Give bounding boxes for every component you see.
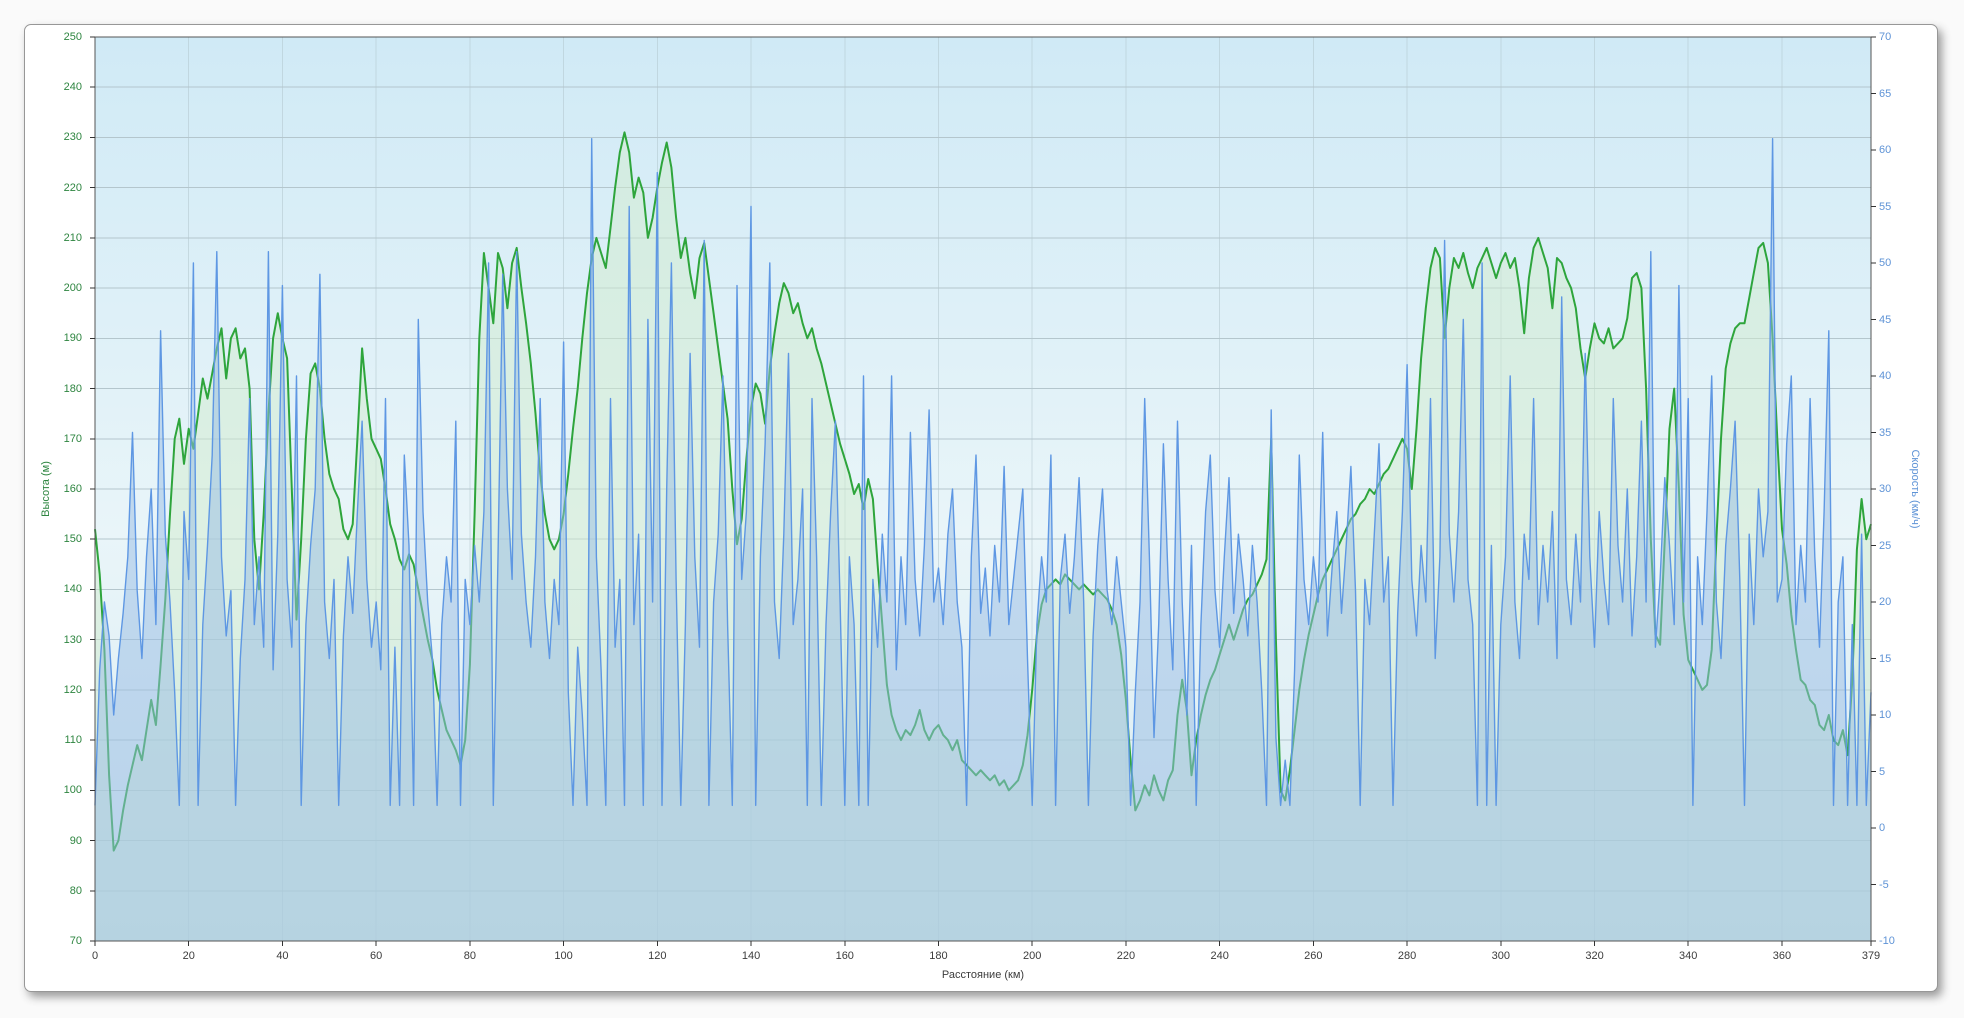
- Скорость-fill: [95, 138, 1871, 941]
- speed-tick-label: 25: [1879, 539, 1892, 552]
- speed-tick-label: 60: [1879, 144, 1892, 156]
- axis-ticks: [90, 36, 1876, 946]
- distance-tick-label: 80: [463, 950, 476, 962]
- distance-tick-label: 320: [1585, 950, 1604, 962]
- elevation-tick-label: 130: [63, 633, 82, 646]
- elevation-tick-label: 230: [63, 131, 82, 144]
- speed-tick-label: 0: [1879, 822, 1886, 834]
- distance-tick-label: 160: [835, 950, 854, 962]
- speed-tick-label: 40: [1879, 370, 1892, 382]
- distance-tick-label: 180: [929, 950, 948, 962]
- elevation-tick-label: 240: [63, 81, 82, 94]
- elevation-tick-label: 120: [63, 683, 82, 696]
- speed-tick-label: 5: [1879, 765, 1886, 778]
- distance-tick-label: 140: [741, 950, 761, 962]
- speed-tick-label: 70: [1879, 31, 1892, 43]
- speed-tick-label: 55: [1879, 200, 1892, 213]
- distance-tick-label: 379: [1861, 950, 1881, 962]
- distance-tick-label: 40: [276, 950, 289, 962]
- distance-tick-label: 340: [1679, 950, 1698, 962]
- distance-tick-label: 120: [648, 950, 667, 962]
- distance-tick-label: 260: [1304, 950, 1323, 962]
- speed-tick-label: 35: [1879, 426, 1892, 439]
- Скорость-line: [94, 138, 1872, 807]
- elevation-tick-label: 70: [69, 935, 82, 947]
- speed-tick-label: 20: [1879, 596, 1892, 608]
- distance-tick-label: 300: [1491, 950, 1510, 962]
- distance-tick-label: 220: [1116, 950, 1136, 962]
- elevation-tick-label: 250: [63, 31, 82, 43]
- elevation-tick-label: 150: [63, 533, 82, 546]
- elevation-tick-label: 110: [64, 734, 82, 747]
- distance-tick-label: 100: [554, 950, 573, 962]
- elevation-tick-label: 190: [63, 332, 82, 345]
- elevation-tick-label: 200: [63, 282, 82, 295]
- distance-tick-label: 20: [182, 950, 195, 962]
- distance-axis-title: Расстояние (км): [941, 969, 1025, 981]
- speed-tick-label: -5: [1879, 878, 1889, 891]
- plot-area[interactable]: [24, 24, 1936, 990]
- elevation-tick-label: 160: [63, 483, 82, 495]
- elevation-tick-label: 80: [69, 884, 82, 897]
- distance-tick-label: 200: [1023, 950, 1042, 962]
- elevation-tick-label: 180: [63, 382, 82, 395]
- speed-tick-label: 10: [1879, 709, 1892, 721]
- elevation-tick-label: 140: [63, 583, 82, 596]
- speed-tick-label: 45: [1879, 313, 1892, 326]
- speed-tick-label: 15: [1879, 652, 1892, 665]
- elevation-tick-label: 100: [63, 784, 82, 797]
- distance-tick-label: 280: [1397, 950, 1417, 962]
- distance-tick-label: 360: [1772, 950, 1792, 962]
- speed-tick-label: -10: [1879, 935, 1895, 947]
- distance-tick-label: 240: [1210, 950, 1229, 962]
- distance-tick-label: 0: [91, 950, 99, 962]
- elevation-axis-title: Высота (м): [40, 461, 52, 517]
- distance-tick-label: 60: [370, 950, 383, 962]
- speed-tick-label: 30: [1879, 483, 1892, 495]
- speed-tick-label: 50: [1879, 257, 1892, 269]
- speed-tick-label: 65: [1879, 87, 1892, 100]
- speed-axis-title: Скорость (км/ч): [1909, 449, 1921, 529]
- elevation-tick-label: 220: [63, 181, 82, 194]
- elevation-tick-label: 90: [69, 834, 82, 847]
- elevation-tick-label: 170: [63, 432, 82, 445]
- elevation-tick-label: 210: [63, 231, 82, 244]
